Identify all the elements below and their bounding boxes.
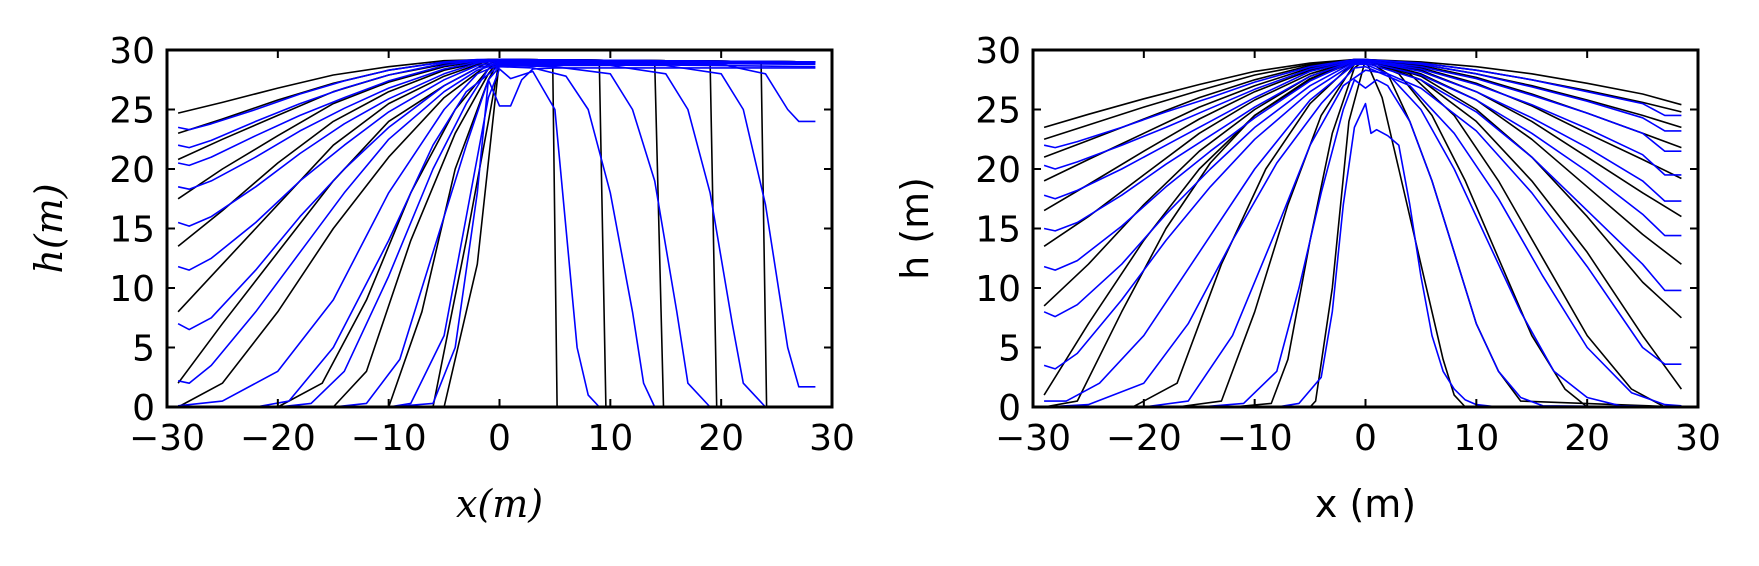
right-panel: −30 −20 −10 0 10 20 30 0 5 10 15 20 25 30 x (m) h (m) xyxy=(893,31,1721,526)
right-series-black-0 xyxy=(1044,58,1682,408)
right-series-blue-24 xyxy=(1043,58,1682,149)
right-series-blue-16 xyxy=(1044,65,1682,408)
left-series-blue-17 xyxy=(178,64,816,408)
left-series-black-2 xyxy=(178,58,816,408)
right-series-blue-19 xyxy=(1043,61,1682,318)
left-series-blue-19 xyxy=(177,62,816,385)
left-y-tick-label: 0 xyxy=(132,388,155,429)
left-series-blue-13 xyxy=(178,67,816,408)
right-series-blue-13 xyxy=(1044,102,1682,408)
left-series-black-1 xyxy=(178,58,816,408)
right-series-blue-22 xyxy=(1043,59,1682,200)
right-series-blue-17 xyxy=(1044,63,1682,402)
left-y-tick-label: 5 xyxy=(132,329,155,370)
left-x-axis-label: x(m) xyxy=(456,482,543,526)
left-x-tick-label: 30 xyxy=(809,418,855,459)
right-series-black-4 xyxy=(1043,58,1683,408)
left-series-black-4 xyxy=(178,58,816,408)
left-series-blue-18 xyxy=(178,63,816,407)
right-y-tick-label: 25 xyxy=(975,91,1021,132)
left-series-black-3 xyxy=(178,58,816,408)
right-series-black-1 xyxy=(1044,58,1682,408)
right-ticks: −30 −20 −10 0 10 20 30 0 5 10 15 20 25 30 xyxy=(975,31,1721,459)
right-x-tick-label: 10 xyxy=(1453,418,1499,459)
left-x-tick-label: −10 xyxy=(351,418,427,459)
right-y-tick-label: 30 xyxy=(975,31,1021,72)
right-series-black-2 xyxy=(1044,58,1682,408)
left-y-tick-label: 30 xyxy=(109,31,155,72)
left-y-axis-label: h(m) xyxy=(27,183,71,273)
left-series-black-7 xyxy=(177,58,816,313)
left-series-blue-21 xyxy=(177,61,816,271)
left-y-tick-label: 10 xyxy=(109,269,155,310)
right-series-blue-23 xyxy=(1043,58,1682,170)
left-series-black-0 xyxy=(178,58,816,408)
right-y-tick-label: 15 xyxy=(975,210,1021,251)
right-x-tick-label: −20 xyxy=(1106,418,1182,459)
left-series-blue-26 xyxy=(177,58,816,131)
left-series-blue-14 xyxy=(178,68,816,408)
left-series-blue-15 xyxy=(178,65,816,408)
left-series-blue-23 xyxy=(177,59,816,190)
right-y-tick-label: 10 xyxy=(975,269,1021,310)
right-x-tick-label: 0 xyxy=(1354,418,1377,459)
left-y-tick-label: 15 xyxy=(109,210,155,251)
left-x-tick-label: 10 xyxy=(587,418,633,459)
right-series-layer xyxy=(1043,58,1683,408)
right-series-blue-18 xyxy=(1043,62,1682,370)
left-series-blue-20 xyxy=(177,62,816,331)
left-x-tick-label: −30 xyxy=(129,418,205,459)
right-x-tick-label: 30 xyxy=(1675,418,1721,459)
left-x-tick-label: 0 xyxy=(488,418,511,459)
left-series-black-6 xyxy=(177,58,816,384)
right-y-tick-label: 0 xyxy=(998,388,1021,429)
right-y-tick-label: 5 xyxy=(998,329,1021,370)
right-series-blue-14 xyxy=(1044,79,1682,408)
left-y-tick-label: 20 xyxy=(109,150,155,191)
left-panel: −30 −20 −10 0 10 20 30 0 5 10 15 20 25 30 x(m) h(m) xyxy=(27,31,855,526)
left-series-black-5 xyxy=(177,58,816,408)
right-x-axis-label: x (m) xyxy=(1315,482,1416,526)
right-y-axis-label: h (m) xyxy=(893,177,937,280)
right-series-black-3 xyxy=(1044,58,1682,408)
left-x-tick-label: 20 xyxy=(698,418,744,459)
left-y-tick-label: 25 xyxy=(109,91,155,132)
left-x-tick-label: −20 xyxy=(240,418,316,459)
left-ticks: −30 −20 −10 0 10 20 30 0 5 10 15 20 25 30 xyxy=(109,31,855,459)
right-y-tick-label: 20 xyxy=(975,150,1021,191)
right-x-tick-label: −30 xyxy=(995,418,1071,459)
right-x-tick-label: 20 xyxy=(1564,418,1610,459)
left-series-layer xyxy=(177,58,816,408)
right-x-tick-label: −10 xyxy=(1217,418,1293,459)
